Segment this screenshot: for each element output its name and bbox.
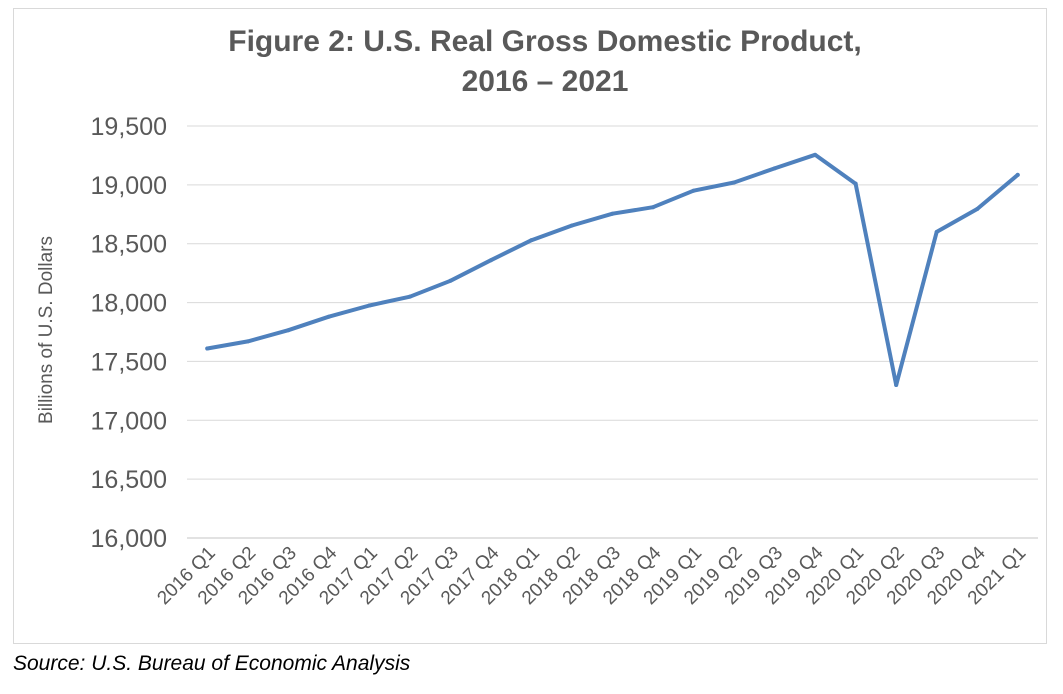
chart-title-line-1: Figure 2: U.S. Real Gross Domestic Produ… — [228, 25, 862, 58]
data-point — [853, 181, 858, 186]
chart-title-line-2: 2016 – 2021 — [461, 65, 629, 98]
data-point — [286, 328, 291, 333]
y-tick-label: 19,000 — [91, 172, 167, 200]
data-point — [651, 205, 656, 210]
chart-title: Figure 2: U.S. Real Gross Domestic Produ… — [0, 22, 1063, 102]
series-line — [205, 152, 1020, 387]
y-tick-label: 17,500 — [91, 348, 167, 376]
data-point — [813, 152, 818, 157]
y-tick-label: 17,000 — [91, 407, 167, 435]
data-point — [772, 166, 777, 171]
data-point — [569, 223, 574, 228]
y-tick-label: 18,000 — [91, 290, 167, 318]
data-point — [488, 258, 493, 263]
data-point — [407, 294, 412, 299]
data-point — [367, 303, 372, 308]
y-tick-label: 19,500 — [91, 113, 167, 141]
data-point — [610, 211, 615, 216]
data-point — [205, 346, 210, 351]
data-point — [1015, 172, 1020, 177]
data-point — [326, 314, 331, 319]
data-point — [448, 278, 453, 283]
data-point — [975, 206, 980, 211]
y-tick-label: 18,500 — [91, 231, 167, 259]
data-point — [732, 180, 737, 185]
data-point — [691, 188, 696, 193]
data-point — [894, 382, 899, 387]
data-point — [934, 229, 939, 234]
data-point — [529, 238, 534, 243]
y-tick-label: 16,000 — [91, 525, 167, 553]
data-point — [245, 339, 250, 344]
y-axis-label: Billions of U.S. Dollars — [36, 236, 57, 424]
y-tick-label: 16,500 — [91, 466, 167, 494]
source-note: Source: U.S. Bureau of Economic Analysis — [13, 652, 411, 675]
